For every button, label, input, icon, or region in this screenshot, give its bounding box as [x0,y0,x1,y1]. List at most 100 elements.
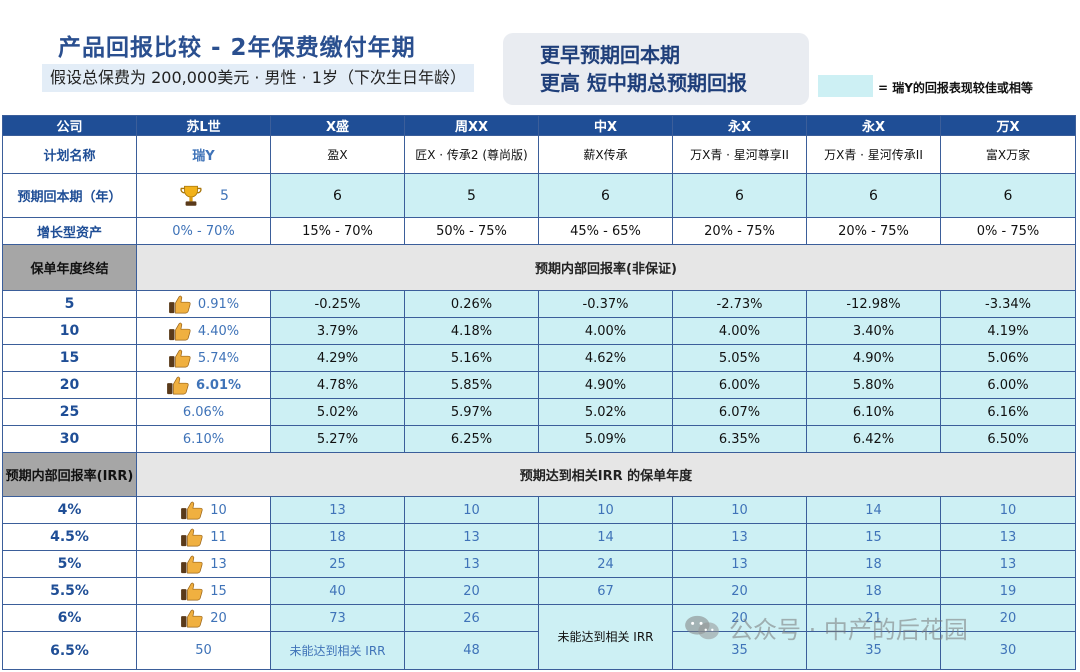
breakeven-value: 5 [404,173,539,218]
year-value: 20 [404,577,539,605]
year-value: 18 [806,550,941,578]
irr-value: 0.26% [404,290,539,318]
year-value: 10 [672,496,807,524]
policy-year-label: 10 [2,317,137,345]
policy-year-label: 30 [2,425,137,453]
breakeven-value: 6 [806,173,941,218]
irr-value: 5.06% [940,344,1076,372]
growth-asset-value: 20% - 75% [806,217,941,245]
irr-value: 4.00% [538,317,673,345]
header-company: 公司 [2,115,137,136]
irr-value: 6.25% [404,425,539,453]
year-value: 18 [270,523,405,551]
plan-name: 万X青 · 星河尊享II [672,135,807,174]
comparison-table: 公司 苏L世 X盛 周XX 中X 永X 永X 万X 计划名称 瑞Y 盈X 匠X … [2,115,1076,670]
callout-line-1: 更早预期回本期 [540,43,680,67]
section-irr-title: 预期内部回报率(非保证) [136,244,1076,291]
irr-value-text: 5.74% [197,350,240,366]
year-value: 未能达到相关 IRR [270,631,405,670]
thumbs-up-icon [168,295,191,314]
irr-value-text: 6.06% [182,404,225,420]
irr-target-label: 6% [2,604,137,632]
irr-value: 6.00% [940,371,1076,399]
breakeven-text: 5 [220,187,229,204]
page-title: 产品回报比较 - 2年保费缴付年期 [58,35,416,61]
irr-table-body: 5 0.91% -0.25% 0.26% -0.37% -2.73% -12.98% -3.3… [2,290,1076,453]
header-company-4: 中X [538,115,673,136]
assumption-subtitle: 假设总保费为 200,000美元 · 男性 · 1岁（下次生日年龄） [42,64,474,92]
plan-name: 匠X · 传承2 (尊尚版) [404,135,539,174]
plan-name-label: 计划名称 [2,135,137,174]
year-row: 4% 10 13 10 10 10 14 10 [2,496,1076,524]
year-value-text: 13 [210,556,227,572]
thumbs-up-icon [181,528,203,547]
header-company-6: 永X [806,115,941,136]
irr-value: 4.40% [136,317,271,345]
header-company-7: 万X [940,115,1076,136]
irr-value: 6.10% [806,398,941,426]
year-value: 35 [672,631,807,670]
year-value: 40 [270,577,405,605]
trophy-icon [180,185,202,206]
year-value: 35 [806,631,941,670]
plan-name: 富X万家 [940,135,1076,174]
year-value: 14 [538,523,673,551]
breakeven-value: 6 [672,173,807,218]
thumbs-up-icon [167,376,189,395]
year-value: 26 [404,604,539,632]
irr-row: 5 0.91% -0.25% 0.26% -0.37% -2.73% -12.98% -3.3… [2,290,1076,318]
irr-value-text: 4.40% [197,323,240,339]
irr-value: -0.25% [270,290,405,318]
irr-value: 6.10% [136,425,271,453]
year-value: 11 [136,523,271,551]
irr-value: 4.90% [538,371,673,399]
year-value-text: 10 [210,502,227,518]
irr-value: 5.05% [672,344,807,372]
year-value: 73 [270,604,405,632]
header-company-2: X盛 [270,115,405,136]
year-value: 10 [136,496,271,524]
irr-value: 6.06% [136,398,271,426]
year-row: 5.5% 15 40 20 67 20 18 19 [2,577,1076,605]
year-value: 10 [940,496,1076,524]
year-value-text: 50 [195,643,212,658]
irr-target-label: 5.5% [2,577,137,605]
year-value: 20 [136,604,271,632]
irr-value: 4.00% [672,317,807,345]
header-company-5: 永X [672,115,807,136]
plan-name-row: 计划名称 瑞Y 盈X 匠X · 传承2 (尊尚版) 薪X传承 万X青 · 星河尊… [2,135,1076,174]
thumbs-up-icon [168,322,191,341]
year-row: 6% 20 73 26 未能达到相关 IRR 20 21 20 [2,604,1076,670]
growth-asset-value: 0% - 70% [136,217,271,245]
irr-value: 5.85% [404,371,539,399]
thumbs-up-icon [181,609,203,628]
irr-value: 4.62% [538,344,673,372]
irr-value: 5.02% [538,398,673,426]
irr-value: 6.42% [806,425,941,453]
header-company-3: 周XX [404,115,539,136]
year-value: 13 [672,523,807,551]
irr-value: -0.37% [538,290,673,318]
irr-value: 3.79% [270,317,405,345]
year-value: 10 [404,496,539,524]
irr-value: 5.74% [136,344,271,372]
year-row: 4.5% 11 18 13 14 13 15 13 [2,523,1076,551]
growth-asset-value: 20% - 75% [672,217,807,245]
irr-value: 6.01% [136,371,271,399]
legend-text: = 瑞Y的回报表现较佳或相等 [878,81,1033,95]
irr-value: 5.80% [806,371,941,399]
irr-value: 6.07% [672,398,807,426]
irr-value: 5.97% [404,398,539,426]
year-value-text: 20 [210,610,227,626]
policy-year-label: 25 [2,398,137,426]
irr-value: 4.90% [806,344,941,372]
growth-asset-label: 增长型资产 [2,217,137,245]
year-value: 13 [672,550,807,578]
breakeven-value: 5 [136,173,271,218]
year-value: 13 [940,523,1076,551]
year-value: 20 [672,604,807,632]
year-value: 15 [136,577,271,605]
irr-value-text: 0.91% [197,296,240,312]
year-value: 13 [940,550,1076,578]
year-value: 20 [940,604,1076,632]
